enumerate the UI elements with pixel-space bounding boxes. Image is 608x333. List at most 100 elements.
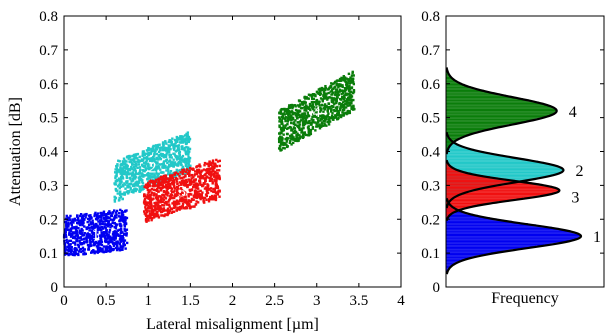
- distribution-bar: [446, 93, 500, 95]
- scatter-point: [190, 188, 194, 191]
- scatter-point: [167, 170, 170, 173]
- scatter-point: [182, 148, 185, 151]
- scatter-point: [137, 176, 140, 179]
- y-tick-label: 0.1: [39, 246, 58, 262]
- scatter-point: [180, 139, 184, 142]
- scatter-point: [129, 187, 132, 190]
- scatter-point: [135, 183, 138, 187]
- scatter-point: [95, 242, 98, 245]
- distribution-bar: [446, 143, 452, 145]
- scatter-point: [313, 109, 316, 112]
- distribution-bar: [446, 80, 457, 82]
- scatter-point: [74, 247, 77, 251]
- scatter-point: [125, 241, 129, 245]
- scatter-point: [162, 156, 165, 159]
- scatter-point: [166, 207, 170, 210]
- scatter-point: [141, 154, 144, 158]
- scatter-point: [95, 222, 98, 226]
- scatter-point: [311, 126, 315, 129]
- distribution-bar: [446, 169, 458, 171]
- scatter-point: [197, 175, 200, 178]
- scatter-point: [309, 123, 313, 126]
- scatter-point: [167, 200, 170, 203]
- scatter-point: [206, 167, 210, 171]
- scatter-point: [131, 173, 135, 177]
- scatter-point: [124, 170, 127, 173]
- scatter-point: [209, 163, 213, 166]
- scatter-point: [73, 217, 77, 221]
- scatter-point: [181, 137, 184, 140]
- scatter-point: [156, 167, 159, 170]
- scatter-point: [81, 223, 84, 227]
- scatter-point: [155, 152, 158, 156]
- scatter-point: [341, 111, 344, 114]
- scatter-point: [94, 226, 97, 229]
- scatter-point: [154, 177, 157, 180]
- scatter-point: [327, 96, 330, 100]
- scatter-point: [128, 160, 132, 164]
- scatter-point: [136, 172, 139, 175]
- scatter-point: [165, 189, 169, 192]
- scatter-point: [120, 168, 123, 171]
- distribution-bar: [446, 245, 537, 247]
- scatter-point: [146, 206, 150, 210]
- scatter-point: [183, 146, 186, 150]
- scatter-point: [162, 163, 165, 167]
- scatter-point: [119, 222, 122, 226]
- scatter-point: [134, 173, 137, 177]
- scatter-point: [155, 162, 159, 165]
- scatter-point: [313, 121, 317, 124]
- scatter-point: [149, 166, 153, 170]
- scatter-point: [158, 205, 162, 208]
- scatter-point: [300, 131, 303, 134]
- scatter-point: [88, 234, 92, 238]
- scatter-point: [201, 191, 204, 194]
- scatter-point: [208, 173, 212, 176]
- scatter-point: [176, 191, 179, 195]
- scatter-point: [182, 206, 185, 210]
- scatter-point: [123, 193, 126, 196]
- scatter-point: [297, 137, 301, 140]
- scatter-point: [136, 182, 139, 185]
- distribution-bar: [446, 163, 550, 165]
- scatter-point: [103, 236, 107, 239]
- scatter-point: [185, 135, 189, 138]
- scatter-point: [117, 177, 121, 180]
- distribution-bar: [446, 147, 470, 149]
- scatter-point: [164, 197, 168, 200]
- scatter-point: [166, 209, 170, 212]
- scatter-point: [119, 240, 122, 243]
- scatter-point: [74, 243, 77, 246]
- scatter-point: [121, 160, 125, 163]
- scatter-point: [130, 167, 134, 170]
- scatter-point: [168, 197, 172, 201]
- scatter-point: [347, 96, 351, 99]
- scatter-point: [296, 133, 300, 137]
- scatter-point: [65, 225, 68, 228]
- scatter-point: [176, 187, 179, 190]
- scatter-point: [346, 82, 349, 85]
- scatter-point: [72, 221, 75, 224]
- scatter-point: [330, 100, 334, 104]
- scatter-point: [152, 213, 155, 217]
- distribution-bar: [446, 265, 451, 268]
- scatter-point: [83, 218, 86, 221]
- scatter-point: [281, 141, 284, 144]
- scatter-point: [181, 168, 184, 172]
- scatter-point: [159, 210, 163, 214]
- scatter-point: [143, 202, 146, 205]
- scatter-point: [342, 106, 346, 110]
- scatter-point: [113, 230, 117, 233]
- scatter-point: [152, 215, 156, 218]
- scatter-point: [115, 244, 119, 248]
- scatter-point: [118, 169, 121, 173]
- scatter-point: [115, 216, 118, 219]
- scatter-point: [167, 144, 170, 147]
- scatter-point: [116, 229, 119, 232]
- scatter-point: [342, 114, 345, 117]
- y-tick-label: 0.4: [39, 145, 58, 161]
- scatter-point: [157, 181, 160, 185]
- distribution-bar: [446, 165, 451, 167]
- scatter-point: [86, 217, 90, 221]
- scatter-point: [170, 156, 173, 159]
